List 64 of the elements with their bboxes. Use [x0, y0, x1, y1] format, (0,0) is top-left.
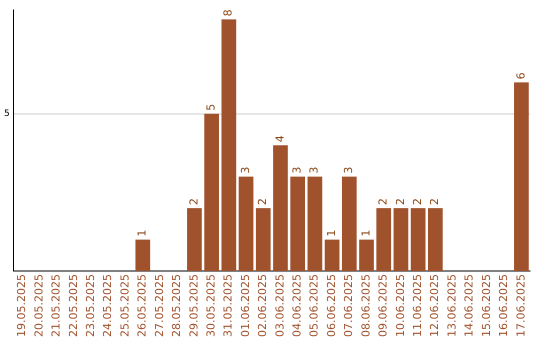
x-tick-label: 07.06.2025	[342, 274, 356, 338]
bar	[410, 208, 426, 272]
bar	[342, 176, 357, 272]
data-label: 2	[376, 198, 390, 206]
bar	[394, 208, 408, 272]
x-tick-label: 13.06.2025	[445, 274, 458, 338]
bar	[308, 176, 322, 272]
x-tick-label: 22.05.2025	[66, 274, 80, 338]
bar	[514, 82, 529, 272]
bar	[290, 176, 306, 272]
bar	[256, 208, 271, 272]
bar	[428, 208, 443, 272]
x-tick-label: 25.05.2025	[118, 274, 132, 338]
bar	[324, 240, 340, 272]
x-tick-label: 12.06.2025	[428, 274, 442, 338]
x-tick-label: 26.05.2025	[136, 274, 149, 338]
data-label: 1	[324, 230, 338, 237]
bar	[221, 19, 236, 272]
x-tick-label: 16.06.2025	[497, 274, 510, 338]
x-tick-label: 06.06.2025	[324, 274, 338, 338]
bar	[204, 114, 219, 272]
x-tick-label: 29.05.2025	[187, 274, 200, 338]
x-tick-label: 11.06.2025	[411, 274, 424, 338]
x-tick-label: 03.06.2025	[273, 274, 286, 338]
x-tick-label: 15.06.2025	[480, 274, 493, 338]
x-tick-label: 01.06.2025	[238, 274, 252, 338]
data-label: 3	[342, 166, 356, 174]
x-tick-label: 31.05.2025	[222, 274, 235, 338]
data-label: 3	[238, 166, 252, 174]
data-label: 8	[222, 9, 235, 16]
x-tick-label: 30.05.2025	[204, 274, 218, 338]
x-tick-label: 20.05.2025	[32, 274, 46, 338]
data-label: 2	[428, 198, 442, 206]
bar	[376, 208, 392, 272]
x-tick-label: 08.06.2025	[359, 274, 372, 338]
data-label: 5	[204, 104, 218, 111]
x-tick-label: 02.06.2025	[256, 274, 270, 338]
x-tick-label: 21.05.2025	[50, 274, 63, 338]
x-tick-label: 04.06.2025	[290, 274, 304, 338]
x-tick-label: 19.05.2025	[15, 274, 28, 338]
data-label: 2	[394, 198, 407, 206]
data-label: 4	[273, 135, 286, 142]
x-tick-label: 24.05.2025	[101, 274, 114, 338]
bar	[135, 240, 150, 272]
data-label: 1	[136, 230, 149, 237]
x-tick-label: 14.06.2025	[462, 274, 476, 338]
data-label: 3	[308, 166, 321, 174]
x-tick-label: 28.05.2025	[170, 274, 184, 338]
bar	[187, 208, 202, 272]
data-label: 6	[514, 72, 528, 80]
bar	[273, 145, 288, 272]
x-tick-label: 23.05.2025	[84, 274, 98, 338]
data-label: 2	[187, 198, 200, 206]
x-tick-label: 17.06.2025	[514, 274, 528, 338]
data-label: 1	[359, 230, 372, 237]
data-label: 2	[256, 198, 270, 206]
x-tick-label: 09.06.2025	[376, 274, 390, 338]
data-label: 3	[290, 166, 304, 174]
data-label: 2	[411, 198, 424, 206]
bar	[238, 176, 254, 272]
bar	[359, 240, 374, 272]
x-tick-label: 27.05.2025	[152, 274, 166, 338]
x-tick-label: 10.06.2025	[394, 274, 407, 338]
x-tick-label: 05.06.2025	[308, 274, 321, 338]
